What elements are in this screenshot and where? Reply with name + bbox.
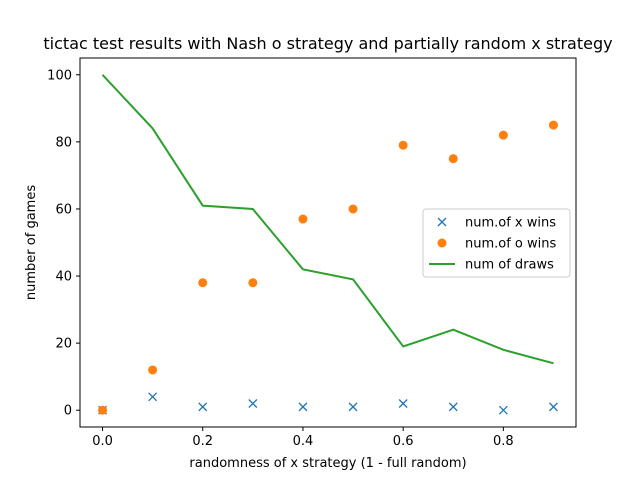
x-wins-point bbox=[498, 405, 508, 415]
y-tick-label: 60 bbox=[55, 202, 72, 217]
plot-frame bbox=[79, 57, 577, 428]
x-wins-point bbox=[148, 392, 158, 402]
legend-label: num of draws bbox=[465, 258, 554, 273]
legend-circle-marker bbox=[437, 238, 447, 248]
x-tick-label: 0.4 bbox=[293, 434, 314, 449]
legend-x-marker bbox=[437, 217, 447, 227]
legend-box bbox=[422, 208, 571, 278]
x-wins-point bbox=[298, 402, 308, 412]
x-tick-label: 0.2 bbox=[192, 434, 213, 449]
series-1 bbox=[98, 120, 558, 415]
x-axis: 0.0 0.2 0.4 0.6 0.8 bbox=[92, 427, 514, 449]
y-axis-label: number of games bbox=[24, 185, 39, 300]
series-2 bbox=[101, 74, 554, 365]
y-tick-label: 80 bbox=[55, 135, 72, 150]
o-wins-point bbox=[298, 214, 308, 224]
o-wins-point bbox=[498, 130, 508, 140]
legend-label: num.of o wins bbox=[465, 237, 557, 252]
y-tick-label: 20 bbox=[55, 337, 72, 352]
chart-title: tictac test results with Nash o strategy… bbox=[43, 34, 612, 53]
x-wins-point bbox=[398, 399, 408, 408]
o-wins-point bbox=[248, 278, 258, 288]
o-wins-point bbox=[98, 405, 108, 415]
x-axis-label: randomness of x strategy (1 - full rando… bbox=[189, 456, 466, 471]
x-tick-label: 0.0 bbox=[92, 434, 113, 449]
y-tick-label: 40 bbox=[55, 270, 72, 285]
x-wins-point bbox=[548, 402, 558, 412]
legend-label: num.of x wins bbox=[465, 216, 556, 231]
x-wins-point bbox=[198, 402, 208, 412]
x-wins-point bbox=[348, 402, 358, 412]
o-wins-point bbox=[198, 278, 208, 288]
o-wins-point bbox=[548, 120, 558, 130]
draws-line bbox=[101, 74, 554, 365]
o-wins-point bbox=[448, 154, 458, 164]
x-wins-point bbox=[448, 402, 458, 412]
o-wins-point bbox=[148, 365, 158, 375]
legend: num.of x wins num.of o wins num of draws bbox=[422, 208, 571, 278]
y-tick-label: 100 bbox=[47, 68, 72, 83]
x-tick-label: 0.8 bbox=[493, 434, 514, 449]
y-axis: 0 20 40 60 80 100 bbox=[47, 68, 80, 419]
x-wins-point bbox=[248, 399, 258, 408]
o-wins-point bbox=[398, 140, 408, 150]
y-tick-label: 0 bbox=[64, 404, 72, 419]
o-wins-point bbox=[348, 204, 358, 214]
x-tick-label: 0.6 bbox=[393, 434, 414, 449]
plot-area bbox=[79, 57, 577, 428]
series-0 bbox=[98, 392, 558, 415]
